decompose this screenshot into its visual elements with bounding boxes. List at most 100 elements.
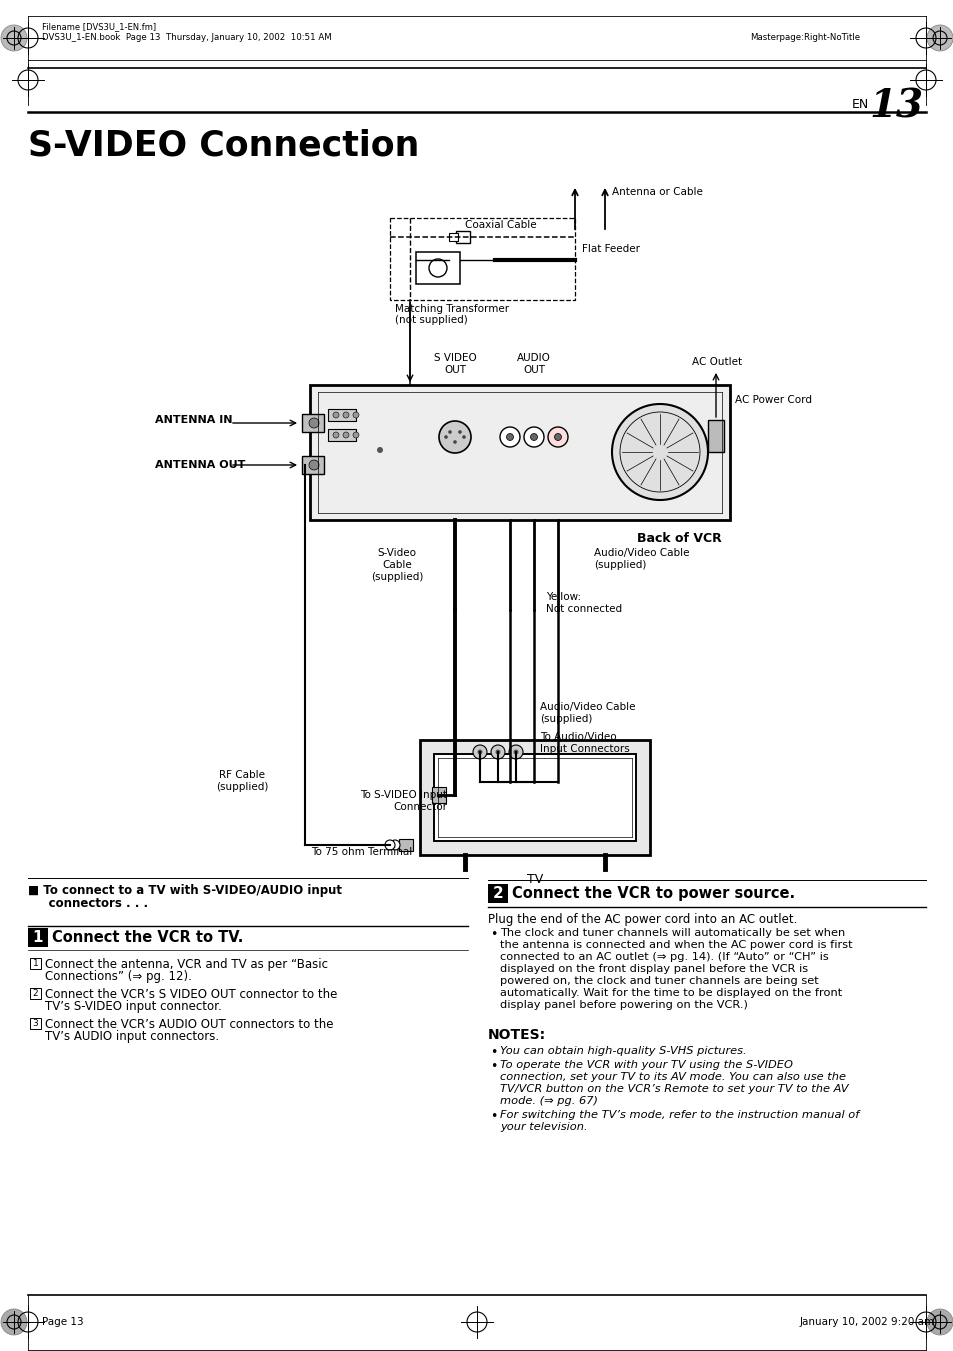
Bar — [328, 409, 355, 422]
Circle shape — [376, 447, 382, 453]
Circle shape — [353, 432, 358, 438]
Bar — [302, 413, 324, 432]
Circle shape — [453, 440, 456, 443]
Text: Coaxial Cable: Coaxial Cable — [464, 220, 536, 230]
Text: Connect the VCR to TV.: Connect the VCR to TV. — [52, 929, 243, 944]
Text: Cable: Cable — [382, 561, 412, 570]
Bar — [310, 385, 729, 520]
Text: To operate the VCR with your TV using the S-VIDEO: To operate the VCR with your TV using th… — [499, 1061, 792, 1070]
Circle shape — [343, 432, 349, 438]
Text: OUT: OUT — [522, 365, 544, 376]
Text: your television.: your television. — [499, 1121, 587, 1132]
Text: 1: 1 — [32, 929, 43, 944]
Bar — [416, 253, 459, 284]
Text: TV/VCR button on the VCR’s Remote to set your TV to the AV: TV/VCR button on the VCR’s Remote to set… — [499, 1084, 847, 1094]
Text: connected to an AC outlet (⇒ pg. 14). (If “Auto” or “CH” is: connected to an AC outlet (⇒ pg. 14). (I… — [499, 952, 828, 962]
Text: ANTENNA IN: ANTENNA IN — [154, 415, 233, 426]
Text: (supplied): (supplied) — [594, 561, 646, 570]
Circle shape — [333, 432, 338, 438]
Text: mode. (⇒ pg. 67): mode. (⇒ pg. 67) — [499, 1096, 598, 1106]
Text: For switching the TV’s mode, refer to the instruction manual of: For switching the TV’s mode, refer to th… — [499, 1111, 859, 1120]
Text: (not supplied): (not supplied) — [395, 315, 467, 326]
Text: •: • — [490, 1111, 497, 1123]
Circle shape — [495, 750, 500, 754]
Text: Filename [DVS3U_1-EN.fm]: Filename [DVS3U_1-EN.fm] — [42, 22, 156, 31]
Bar — [456, 231, 470, 243]
Text: S-VIDEO Connection: S-VIDEO Connection — [28, 128, 419, 162]
Text: DVS3U_1-EN.book  Page 13  Thursday, January 10, 2002  10:51 AM: DVS3U_1-EN.book Page 13 Thursday, Januar… — [42, 34, 332, 42]
Circle shape — [438, 422, 471, 453]
Circle shape — [461, 435, 465, 439]
Text: ANTENNA OUT: ANTENNA OUT — [154, 459, 245, 470]
Bar — [432, 788, 446, 802]
Text: •: • — [490, 928, 497, 942]
Text: Antenna or Cable: Antenna or Cable — [612, 186, 702, 197]
Text: S-Video: S-Video — [377, 549, 416, 558]
Text: AC Outlet: AC Outlet — [691, 357, 741, 367]
Text: Connect the VCR’s AUDIO OUT connectors to the: Connect the VCR’s AUDIO OUT connectors t… — [45, 1019, 334, 1031]
Text: Plug the end of the AC power cord into an AC outlet.: Plug the end of the AC power cord into a… — [488, 913, 797, 925]
Text: S VIDEO: S VIDEO — [434, 353, 476, 363]
Circle shape — [444, 435, 447, 439]
Text: To Audio/Video: To Audio/Video — [539, 732, 616, 742]
Text: Connections” (⇒ pg. 12).: Connections” (⇒ pg. 12). — [45, 970, 192, 984]
Text: Not connected: Not connected — [545, 604, 621, 613]
Bar — [328, 430, 355, 440]
Text: January 10, 2002 9:20 am: January 10, 2002 9:20 am — [800, 1317, 934, 1327]
Text: You can obtain high-quality S-VHS pictures.: You can obtain high-quality S-VHS pictur… — [499, 1046, 746, 1056]
Text: connectors . . .: connectors . . . — [28, 897, 148, 911]
Text: Audio/Video Cable: Audio/Video Cable — [594, 549, 689, 558]
Circle shape — [554, 434, 561, 440]
Text: Audio/Video Cable: Audio/Video Cable — [539, 703, 635, 712]
Circle shape — [1, 26, 27, 51]
Text: AUDIO: AUDIO — [517, 353, 551, 363]
Bar — [28, 928, 48, 947]
Bar — [30, 988, 41, 998]
Circle shape — [926, 1309, 952, 1335]
Text: The clock and tuner channels will automatically be set when: The clock and tuner channels will automa… — [499, 928, 844, 938]
Circle shape — [385, 840, 395, 850]
Text: 1: 1 — [32, 959, 38, 969]
Text: Flat Feeder: Flat Feeder — [581, 245, 639, 254]
Text: To 75 ohm Terminal: To 75 ohm Terminal — [311, 847, 413, 857]
Text: Back of VCR: Back of VCR — [637, 532, 721, 544]
Text: TV: TV — [526, 873, 542, 886]
Circle shape — [499, 427, 519, 447]
Text: powered on, the clock and tuner channels are being set: powered on, the clock and tuner channels… — [499, 975, 818, 986]
Bar — [30, 1019, 41, 1029]
Text: TV’s AUDIO input connectors.: TV’s AUDIO input connectors. — [45, 1029, 219, 1043]
Circle shape — [448, 430, 452, 434]
Text: Connect the antenna, VCR and TV as per “Basic: Connect the antenna, VCR and TV as per “… — [45, 958, 328, 971]
Circle shape — [353, 412, 358, 417]
Bar — [398, 839, 413, 851]
Circle shape — [547, 427, 567, 447]
Text: To S-VIDEO Input: To S-VIDEO Input — [359, 790, 447, 800]
Circle shape — [343, 412, 349, 417]
Text: AC Power Cord: AC Power Cord — [734, 394, 811, 405]
Circle shape — [1, 1309, 27, 1335]
Text: TV’s S-VIDEO input connector.: TV’s S-VIDEO input connector. — [45, 1000, 221, 1013]
Text: Connect the VCR’s S VIDEO OUT connector to the: Connect the VCR’s S VIDEO OUT connector … — [45, 988, 337, 1001]
Bar — [707, 420, 723, 453]
Text: Matching Transformer: Matching Transformer — [395, 304, 509, 313]
Text: Yellow:: Yellow: — [545, 592, 580, 603]
Bar — [302, 457, 324, 474]
Text: NOTES:: NOTES: — [488, 1028, 545, 1042]
Text: (supplied): (supplied) — [371, 571, 423, 582]
Circle shape — [309, 417, 318, 428]
Text: connection, set your TV to its AV mode. You can also use the: connection, set your TV to its AV mode. … — [499, 1071, 845, 1082]
Circle shape — [473, 744, 486, 759]
Circle shape — [457, 430, 461, 434]
Circle shape — [530, 434, 537, 440]
Text: 3: 3 — [32, 1019, 38, 1028]
Text: RF Cable: RF Cable — [219, 770, 265, 780]
Circle shape — [506, 434, 513, 440]
Circle shape — [333, 412, 338, 417]
Circle shape — [523, 427, 543, 447]
Text: display panel before powering on the VCR.): display panel before powering on the VCR… — [499, 1000, 747, 1011]
Text: EN: EN — [851, 99, 868, 111]
Circle shape — [509, 744, 522, 759]
Text: 13: 13 — [868, 88, 923, 126]
Text: Masterpage:Right-NoTitle: Masterpage:Right-NoTitle — [749, 34, 860, 42]
Text: Connect the VCR to power source.: Connect the VCR to power source. — [512, 886, 794, 901]
